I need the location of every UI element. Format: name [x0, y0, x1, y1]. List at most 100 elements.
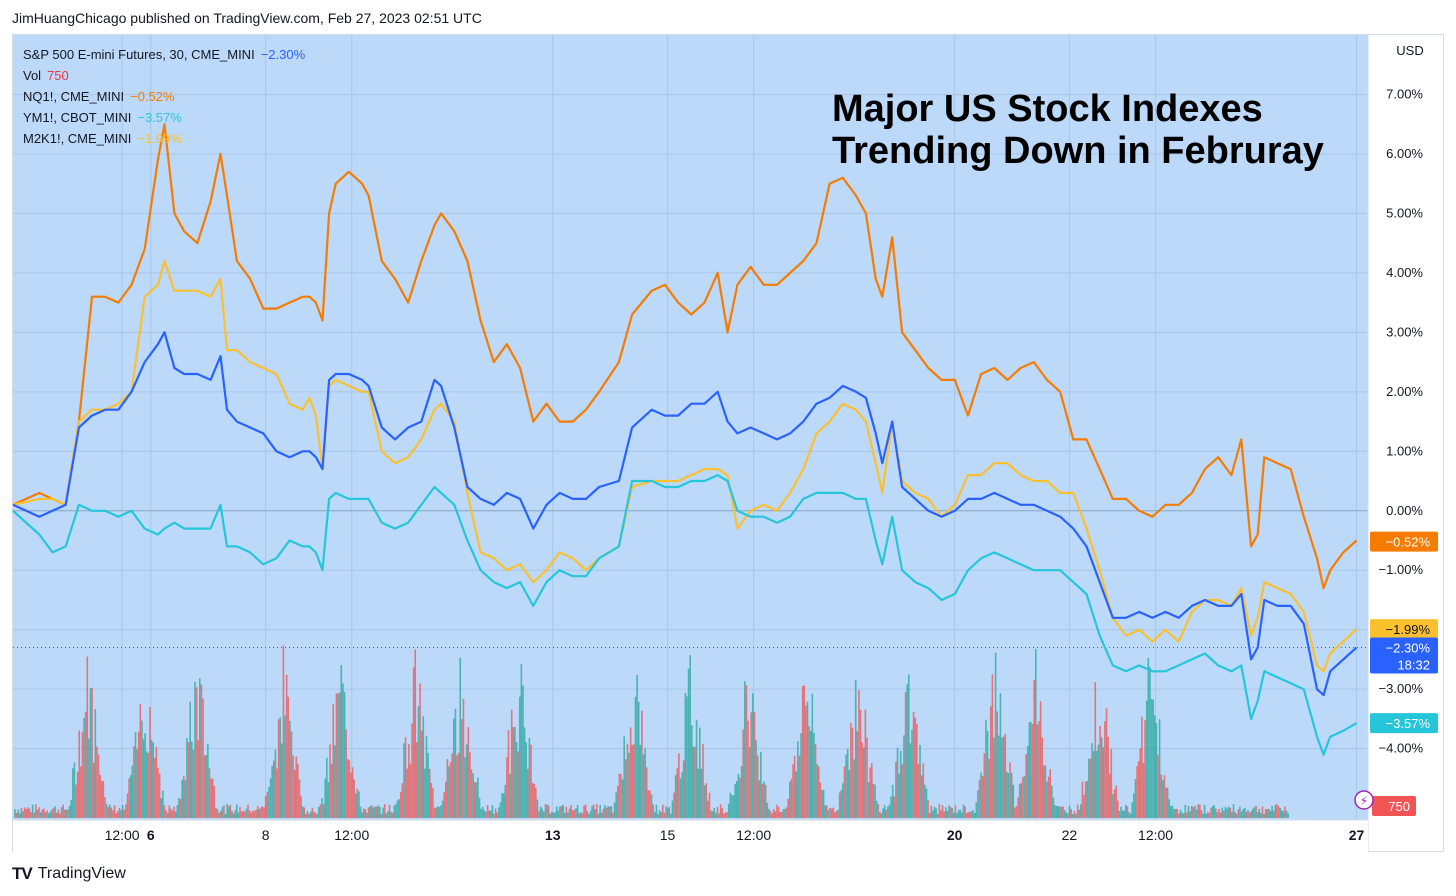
volume-bar: [269, 778, 272, 818]
volume-bar: [535, 787, 537, 818]
last-value-badge-bg: [1370, 531, 1438, 552]
volume-bar: [707, 800, 709, 818]
legend-label: Vol: [23, 68, 42, 83]
volume-bar: [880, 813, 883, 818]
volume-bar: [1208, 812, 1211, 818]
volume-bar: [1158, 719, 1161, 818]
price-scale-unit: USD: [1396, 43, 1423, 58]
volume-bar: [326, 757, 328, 818]
x-tick-label: 12:00: [334, 827, 369, 843]
volume-bar: [769, 810, 772, 818]
volume-bar: [536, 799, 539, 818]
legend-change: 750: [47, 68, 69, 83]
volume-bar: [240, 811, 243, 818]
volume-bar: [54, 806, 56, 818]
volume-bar: [1046, 781, 1048, 818]
volume-bar: [1128, 812, 1130, 818]
volume-bar: [625, 759, 627, 818]
volume-bar: [1235, 813, 1238, 818]
volume-bar: [1031, 723, 1034, 818]
volume-bar: [1255, 805, 1257, 818]
volume-bar: [264, 796, 267, 818]
volume-bar: [33, 812, 36, 818]
volume-bar: [916, 724, 918, 818]
volume-bar: [1242, 808, 1244, 818]
volume-bar: [192, 749, 195, 818]
x-tick-label: 12:00: [105, 827, 140, 843]
volume-bar: [686, 696, 688, 818]
volume-bar: [904, 692, 907, 818]
volume-bar: [28, 808, 31, 818]
legend-row-m2k[interactable]: M2K1!, CME_MINI −1.99%: [23, 128, 305, 149]
volume-bar: [763, 781, 765, 818]
volume-bar: [520, 664, 523, 818]
volume-bar: [133, 746, 135, 818]
volume-bar: [768, 808, 770, 818]
legend-row-volume[interactable]: Vol 750: [23, 65, 305, 86]
legend-row-ym[interactable]: YM1!, CBOT_MINI −3.57%: [23, 107, 305, 128]
volume-bar: [724, 812, 727, 818]
volume-bar: [544, 804, 547, 818]
volume-bar: [1091, 743, 1093, 818]
volume-bar: [306, 811, 309, 818]
volume-bar: [560, 805, 563, 818]
volume-bar: [208, 768, 211, 818]
footer-brand[interactable]: TV TradingView: [12, 864, 126, 884]
legend-row-nq[interactable]: NQ1!, CME_MINI −0.52%: [23, 86, 305, 107]
volume-bar: [274, 749, 277, 818]
volume-bar: [1073, 810, 1076, 818]
volume-bar: [367, 807, 370, 818]
volume-bar: [401, 783, 404, 818]
volume-bar: [1256, 812, 1259, 818]
volume-bar: [1118, 811, 1121, 818]
volume-bar: [666, 807, 669, 818]
legend-row-sp500[interactable]: S&P 500 E-mini Futures, 30, CME_MINI −2.3…: [23, 44, 305, 65]
x-tick-label: 12:00: [736, 827, 771, 843]
volume-bar: [281, 743, 283, 818]
volume-bar: [1084, 781, 1087, 818]
volume-bar: [935, 808, 937, 818]
volume-bar: [382, 807, 384, 818]
lightning-glyph: ⚡: [1360, 794, 1368, 808]
volume-bar: [221, 807, 224, 818]
volume-bar: [592, 804, 595, 818]
volume-bar: [690, 725, 693, 818]
volume-bar: [742, 729, 745, 818]
volume-bar: [846, 749, 849, 818]
volume-bar: [975, 802, 978, 818]
volume-bar: [517, 751, 519, 818]
legend-label: YM1!, CBOT_MINI: [23, 110, 132, 125]
volume-bar: [383, 804, 386, 818]
volume-bar: [1250, 811, 1253, 818]
volume-bar: [1015, 806, 1018, 818]
lightning-icon: [1354, 790, 1374, 810]
volume-bar: [1078, 809, 1080, 818]
volume-bar: [705, 783, 708, 818]
volume-bar: [1123, 810, 1126, 818]
volume-bar: [250, 812, 253, 818]
volume-bar: [1142, 762, 1145, 818]
volume-bar: [1260, 812, 1262, 818]
volume-bar: [912, 711, 915, 818]
volume-bar: [557, 810, 560, 818]
volume-bar: [731, 795, 733, 818]
volume-bar: [1086, 780, 1089, 818]
volume-bar: [670, 813, 672, 818]
volume-bar: [723, 813, 725, 818]
volume-bar: [165, 810, 167, 818]
volume-bar: [1197, 804, 1199, 818]
volume-bar: [1277, 805, 1280, 818]
volume-bar: [51, 809, 53, 818]
volume-bar: [954, 805, 957, 818]
volume-bar: [1139, 748, 1142, 818]
volume-bar: [985, 719, 987, 818]
volume-bar: [1023, 776, 1026, 818]
volume-bar: [936, 813, 939, 818]
volume-bar: [817, 766, 820, 818]
volume-bar: [776, 804, 778, 818]
volume-bar: [1264, 809, 1267, 818]
volume-bar: [449, 762, 452, 818]
volume-bar: [716, 806, 719, 818]
volume-bar: [1041, 737, 1044, 818]
